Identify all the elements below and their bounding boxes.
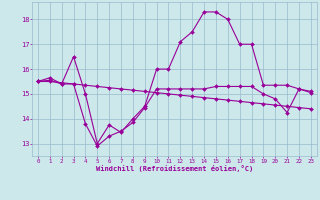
X-axis label: Windchill (Refroidissement éolien,°C): Windchill (Refroidissement éolien,°C) <box>96 165 253 172</box>
